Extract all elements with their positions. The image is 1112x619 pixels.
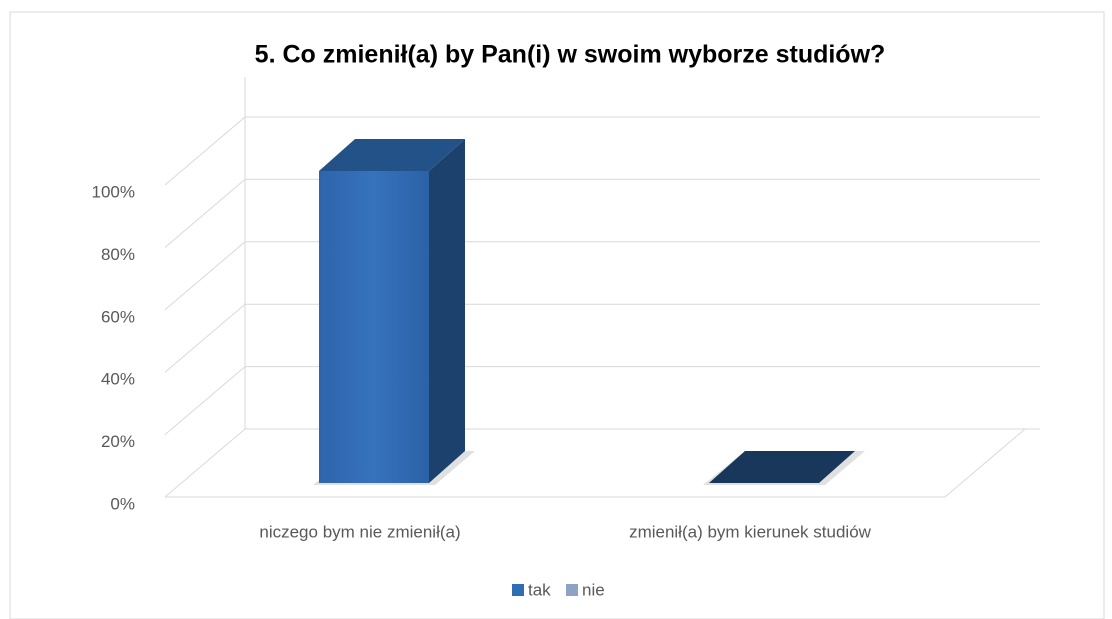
y-tick-label: 100%	[92, 182, 135, 201]
y-tick-label: 0%	[110, 494, 135, 513]
grid-line	[164, 241, 246, 311]
y-tick-label: 40%	[101, 370, 135, 389]
grid-line	[164, 116, 246, 186]
grid-line	[164, 179, 246, 248]
bar-side	[429, 139, 465, 483]
x-tick-label: zmienił(a) bym kierunek studiów	[629, 522, 872, 541]
legend-label: tak	[528, 580, 551, 599]
grid-line	[164, 303, 246, 373]
y-tick-label: 20%	[101, 432, 135, 451]
x-tick-label: niczego bym nie zmienił(a)	[259, 522, 460, 541]
y-tick-label: 60%	[101, 307, 135, 326]
grid-line	[164, 366, 246, 435]
grid-line	[164, 428, 246, 498]
legend-label: nie	[582, 580, 605, 599]
floor-side	[944, 428, 1026, 498]
y-tick-label: 80%	[101, 245, 135, 264]
chart-title: 5. Co zmienił(a) by Pan(i) w swoim wybor…	[255, 41, 886, 69]
bar	[313, 139, 475, 485]
legend-swatch	[512, 584, 524, 596]
legend-swatch	[566, 584, 578, 596]
bar-top	[319, 139, 465, 171]
bar-front	[319, 171, 429, 483]
bar	[703, 451, 865, 485]
chart-border	[9, 11, 1105, 619]
bar-top	[709, 451, 855, 483]
